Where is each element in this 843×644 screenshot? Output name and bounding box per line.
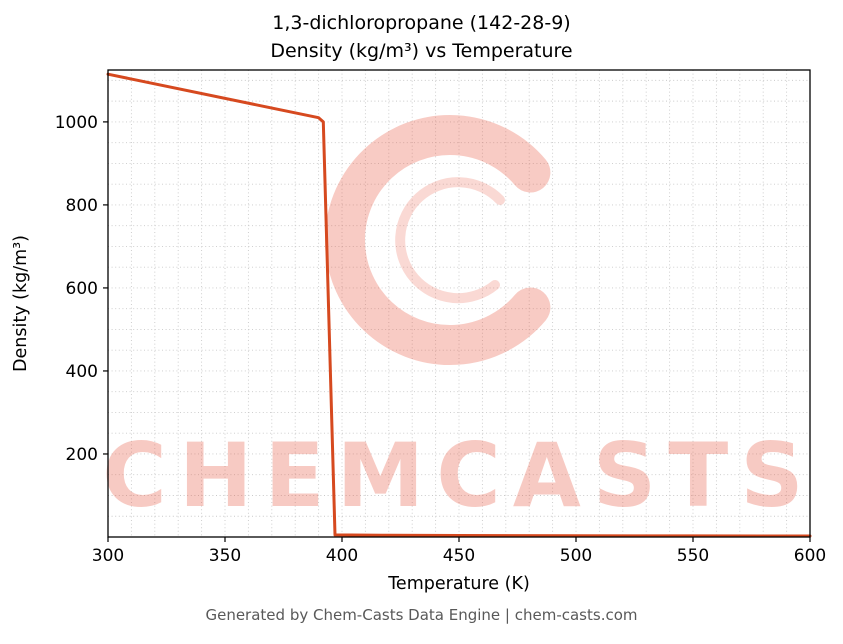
chemcasts-logo-icon (325, 115, 551, 365)
footer-credit: Generated by Chem-Casts Data Engine | ch… (205, 606, 638, 624)
chart-title-line1: 1,3-dichloropropane (142-28-9) (272, 12, 571, 34)
y-tick-label: 200 (66, 445, 98, 465)
x-tick-label: 450 (443, 546, 475, 566)
tick-marks (103, 121, 811, 542)
x-tick-label: 500 (560, 546, 592, 566)
chart-title: 1,3-dichloropropane (142-28-9) Density (… (0, 10, 843, 65)
x-tick-label: 400 (326, 546, 358, 566)
watermark-text: CHEMCASTS (102, 424, 815, 527)
chart-title-line2: Density (kg/m³) vs Temperature (270, 39, 573, 62)
y-axis-label: Density (kg/m³) (11, 235, 31, 372)
x-tick-label: 550 (677, 546, 709, 566)
chemcasts-logo-inner-swirl-icon (395, 177, 505, 304)
y-tick-label: 600 (66, 279, 98, 299)
y-tick-label: 400 (66, 362, 98, 382)
watermark: CHEMCASTS (102, 115, 815, 527)
x-axis-label: Temperature (K) (387, 574, 530, 594)
x-tick-label: 350 (209, 546, 241, 566)
x-tick-label: 600 (794, 546, 826, 566)
density-line (106, 72, 812, 538)
x-tick-label: 300 (92, 546, 124, 566)
tick-labels: 300 350 400 450 500 550 600 200 400 600 800 1000 (55, 113, 826, 566)
y-tick-label: 1000 (55, 113, 98, 133)
y-tick-label: 800 (66, 196, 98, 216)
